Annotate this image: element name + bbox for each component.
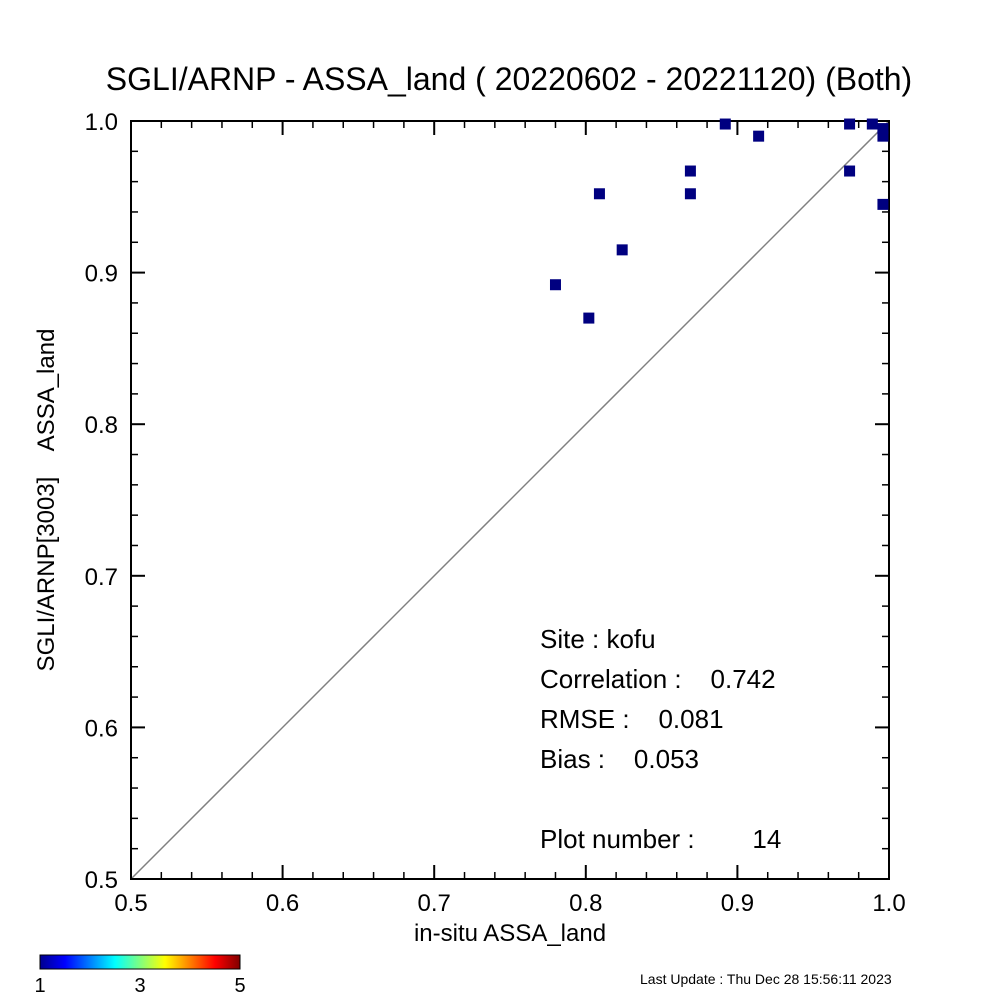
colorbar-label-min: 1 xyxy=(34,975,45,997)
data-point xyxy=(877,130,889,142)
x-tick-label: 0.7 xyxy=(418,890,451,917)
data-point xyxy=(719,118,731,130)
last-update-footer: Last Update : Thu Dec 28 15:56:11 2023 xyxy=(640,971,892,987)
x-tick-label: 1.0 xyxy=(872,890,905,917)
data-point xyxy=(616,244,628,256)
x-tick-label: 0.9 xyxy=(721,890,754,917)
stat-rmse: RMSE : 0.081 xyxy=(540,704,724,734)
x-axis-label: in-situ ASSA_land xyxy=(414,920,606,947)
data-point xyxy=(684,188,696,200)
colorbar-label-max: 5 xyxy=(234,975,245,997)
x-tick-label: 0.5 xyxy=(114,890,147,917)
stat-correlation: Correlation : 0.742 xyxy=(540,664,776,694)
y-axis-label: SGLI/ARNP[3003] ASSA_land xyxy=(33,329,60,672)
y-tick-label: 0.8 xyxy=(85,412,118,439)
colorbar xyxy=(39,954,241,970)
stat-plot-number: Plot number : 14 xyxy=(540,824,781,854)
data-point xyxy=(877,198,889,210)
stat-bias: Bias : 0.053 xyxy=(540,744,699,774)
y-tick-label: 0.7 xyxy=(85,564,118,591)
x-tick-label: 0.8 xyxy=(569,890,602,917)
data-point xyxy=(684,165,696,177)
y-tick-label: 0.5 xyxy=(85,867,118,894)
stat-site: Site : kofu xyxy=(540,624,656,654)
data-point xyxy=(593,188,605,200)
plot-frame xyxy=(130,120,890,880)
data-point xyxy=(549,279,561,291)
x-tick-label: 0.6 xyxy=(266,890,299,917)
data-point xyxy=(866,118,878,130)
y-tick-label: 0.9 xyxy=(85,261,118,288)
chart-title: SGLI/ARNP - ASSA_land ( 20220602 - 20221… xyxy=(106,61,912,97)
stats-panel: Site : kofu Correlation : 0.742 RMSE : 0… xyxy=(540,624,781,854)
y-tick-labels: 0.5 0.6 0.7 0.8 0.9 1.0 xyxy=(85,109,118,894)
y-tick-label: 0.6 xyxy=(85,715,118,742)
data-point xyxy=(877,123,889,135)
data-point xyxy=(753,130,765,142)
data-points xyxy=(549,118,889,324)
one-to-one-line xyxy=(130,120,890,880)
x-tick-labels: 0.5 0.6 0.7 0.8 0.9 1.0 xyxy=(114,890,905,917)
y-tick-label: 1.0 xyxy=(85,109,118,136)
colorbar-label-mid: 3 xyxy=(134,975,145,997)
data-point xyxy=(844,165,856,177)
data-point xyxy=(583,312,595,324)
data-point xyxy=(844,118,856,130)
axis-ticks xyxy=(130,120,890,880)
